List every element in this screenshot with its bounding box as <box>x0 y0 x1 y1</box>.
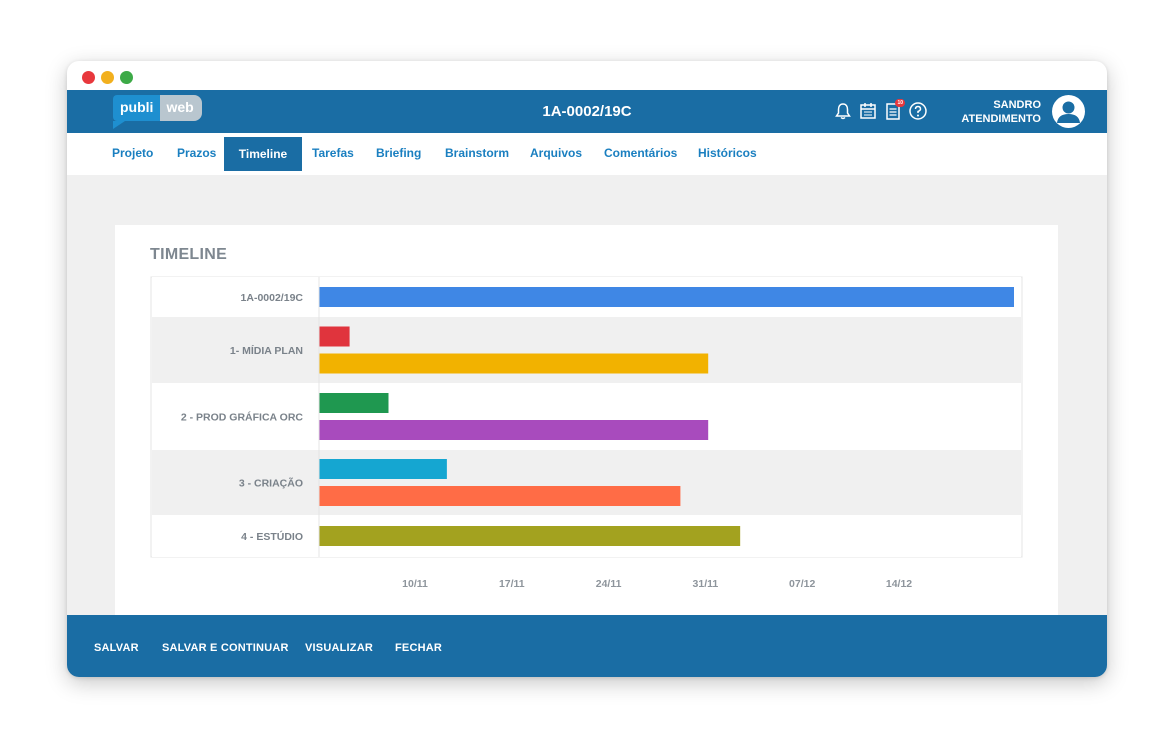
notes-icon[interactable]: 10 <box>883 99 905 121</box>
timeline-bar <box>319 287 1014 307</box>
close-window-button[interactable] <box>82 71 95 84</box>
job-code-title: 1A-0002/19C <box>542 103 632 120</box>
tab-prazos[interactable]: Prazos <box>177 146 217 160</box>
footer-bar: SALVAR SALVAR E CONTINUAR VISUALIZAR FEC… <box>67 615 1107 677</box>
x-tick-label: 07/12 <box>789 578 815 590</box>
row-label: 2 - PROD GRÁFICA ORC <box>181 411 304 424</box>
maximize-window-button[interactable] <box>120 71 133 84</box>
user-info[interactable]: SANDRO ATENDIMENTO <box>961 98 1041 126</box>
timeline-bar <box>319 326 350 347</box>
logo-part-web: web <box>160 95 202 121</box>
tab-comentarios[interactable]: Comentários <box>604 146 678 160</box>
timeline-bar <box>319 420 709 440</box>
x-tick-label: 24/11 <box>596 578 622 590</box>
minimize-window-button[interactable] <box>101 71 114 84</box>
tab-arquivos[interactable]: Arquivos <box>530 146 583 160</box>
app-header: publi web 1A-0002/19C 10 SANDRO ATENDIME… <box>67 90 1107 133</box>
calendar-icon[interactable] <box>858 101 878 121</box>
timeline-bar <box>319 459 447 479</box>
user-avatar-icon[interactable] <box>1052 95 1085 128</box>
close-button[interactable]: FECHAR <box>395 642 443 654</box>
x-tick-label: 10/11 <box>402 578 428 590</box>
save-continue-button[interactable]: SALVAR E CONTINUAR <box>162 642 289 654</box>
tab-tarefas[interactable]: Tarefas <box>312 146 354 160</box>
help-icon[interactable] <box>908 101 928 121</box>
row-label: 1- MÍDIA PLAN <box>230 344 303 357</box>
user-role: ATENDIMENTO <box>961 113 1041 125</box>
row-label: 4 - ESTÚDIO <box>241 530 303 543</box>
notification-badge: 10 <box>895 99 905 107</box>
tab-projeto[interactable]: Projeto <box>112 146 154 160</box>
x-tick-label: 14/12 <box>886 578 912 590</box>
timeline-bar <box>319 393 389 413</box>
save-button[interactable]: SALVAR <box>94 642 139 654</box>
timeline-chart: 1A-0002/19C 1- MÍDIA PLAN 2 - PROD GRÁFICA… <box>150 276 1023 590</box>
window-titlebar <box>67 61 1107 90</box>
timeline-bar <box>319 353 709 374</box>
x-tick-label: 17/11 <box>499 578 525 590</box>
timeline-bar <box>319 526 741 546</box>
header-icons: 10 <box>833 99 928 121</box>
x-tick-label: 31/11 <box>693 578 719 590</box>
publiweb-logo[interactable]: publi web <box>113 95 202 129</box>
tab-timeline[interactable]: Timeline <box>224 137 302 171</box>
tab-historicos[interactable]: Históricos <box>698 146 757 160</box>
timeline-title: TIMELINE <box>150 246 228 263</box>
row-label: 3 - CRIAÇÃO <box>239 477 303 490</box>
bell-icon[interactable] <box>833 101 853 121</box>
timeline-bar <box>319 486 681 506</box>
preview-button[interactable]: VISUALIZAR <box>305 642 373 654</box>
tab-bar: Projeto Prazos Timeline Tarefas Briefing… <box>67 133 1107 175</box>
row-label: 1A-0002/19C <box>241 292 304 304</box>
user-name: SANDRO <box>993 99 1041 111</box>
logo-part-publi: publi <box>113 95 161 129</box>
tab-brainstorm[interactable]: Brainstorm <box>445 146 510 160</box>
timeline-card: TIMELINE 1A-0002/19C 1- MÍDIA PLAN 2 - PRO… <box>115 225 1058 615</box>
app-window: publi web 1A-0002/19C 10 SANDRO ATENDIME… <box>67 61 1107 677</box>
tab-briefing[interactable]: Briefing <box>376 146 422 160</box>
